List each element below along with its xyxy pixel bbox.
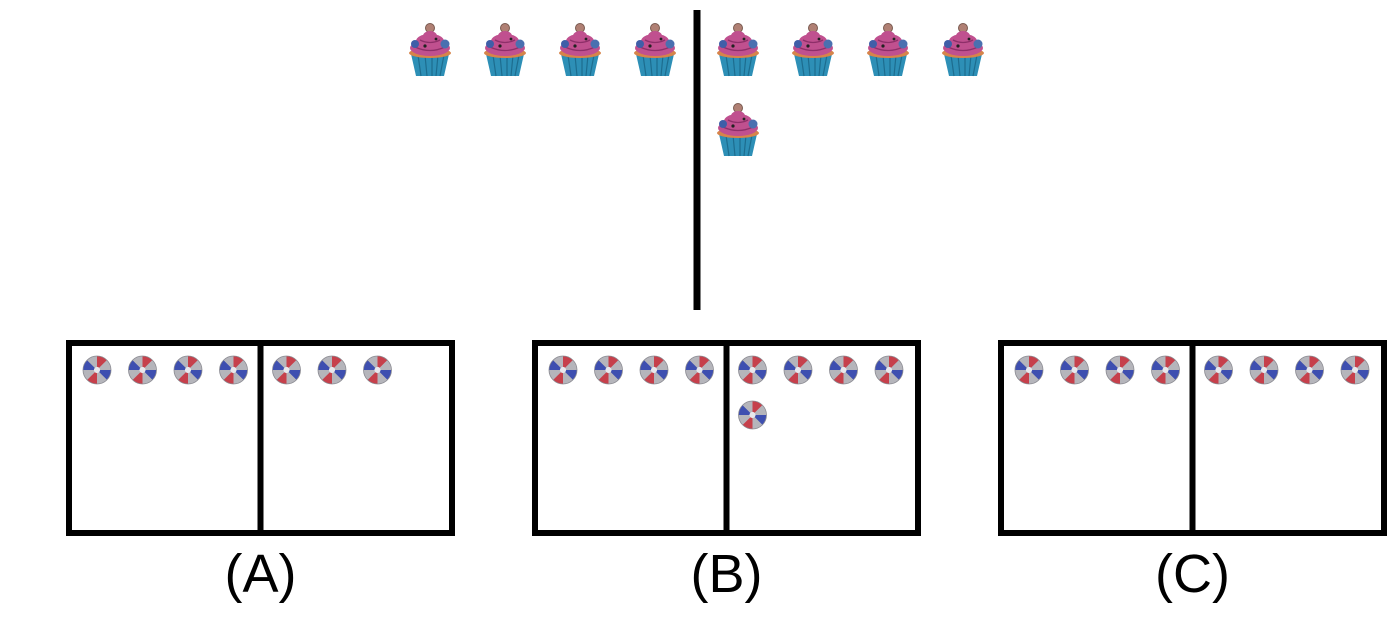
candy-icon: [738, 355, 767, 385]
cupcake-icon: [941, 22, 985, 77]
candy-icon: [1340, 355, 1370, 385]
model-right-group: [716, 22, 985, 157]
option-label: (A): [225, 544, 297, 604]
cupcake-icon: [408, 22, 452, 77]
answer-options: (A) (B) (C): [66, 340, 1387, 604]
candy-icon: [685, 355, 714, 385]
candy-icon: [219, 355, 248, 385]
cupcake-icon: [558, 22, 602, 77]
cupcake-icon: [866, 22, 910, 77]
candy-icon: [783, 355, 813, 385]
cupcake-icon: [716, 22, 760, 77]
option-a[interactable]: (A): [66, 340, 455, 604]
candy-icon: [594, 355, 623, 385]
candy-icon: [1204, 355, 1233, 385]
option-c[interactable]: (C): [998, 340, 1387, 604]
candy-icon: [1249, 355, 1279, 385]
candy-icon: [738, 400, 767, 430]
candy-icon: [128, 355, 157, 385]
candy-icon: [1151, 355, 1180, 385]
candy-icon: [874, 355, 904, 385]
cupcake-icon: [716, 102, 760, 157]
candy-icon: [829, 355, 858, 385]
option-b[interactable]: (B): [532, 340, 921, 604]
model-left-group: [408, 22, 677, 77]
candy-icon: [1105, 355, 1135, 385]
candy-icon: [272, 355, 301, 385]
candy-icon: [639, 355, 669, 385]
candy-icon: [548, 355, 578, 385]
candy-icon: [1060, 355, 1089, 385]
candy-icon: [1295, 355, 1324, 385]
option-label: (C): [1155, 544, 1230, 604]
candy-icon: [82, 355, 112, 385]
candy-icon: [363, 355, 392, 385]
candy-icon: [1014, 355, 1044, 385]
cupcake-icon: [633, 22, 677, 77]
cupcake-icon: [483, 22, 527, 77]
option-label: (B): [691, 544, 763, 604]
candy-icon: [317, 355, 347, 385]
candy-icon: [173, 355, 203, 385]
cupcake-icon: [791, 22, 835, 77]
